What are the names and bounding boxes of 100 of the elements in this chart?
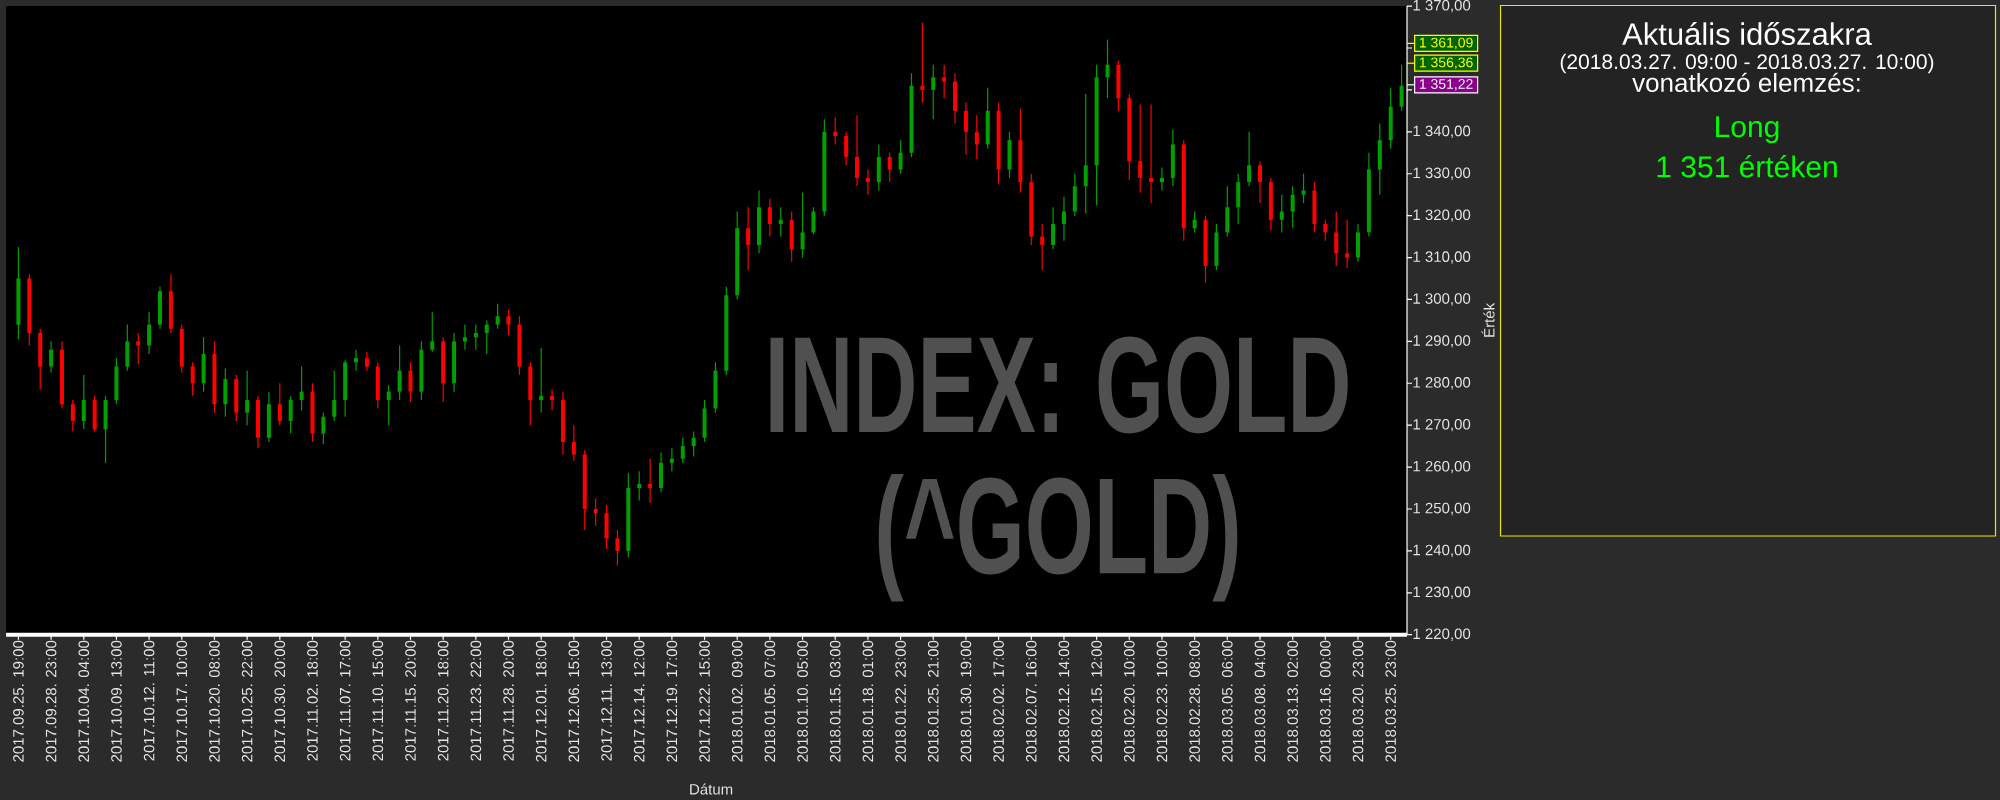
- x-tick-label: 2017.12.01. 18:00: [535, 640, 547, 762]
- candlestick: [1366, 152, 1371, 238]
- x-tick-label: 2018.02.07. 16:00: [1025, 640, 1037, 762]
- candlestick: [354, 349, 359, 372]
- candlestick: [16, 246, 21, 340]
- candlestick: [909, 72, 914, 158]
- text: INDEX: GOLD (^GOLD): [770, 336, 1348, 602]
- candlestick: [430, 311, 435, 353]
- candlestick: [299, 365, 304, 412]
- candlestick: [996, 101, 1001, 185]
- candlestick: [539, 347, 544, 414]
- x-tick-label: 2017.12.11. 13:00: [601, 640, 612, 761]
- x-tick-label: 2017.11.23. 22:00: [470, 640, 482, 761]
- candlestick: [1192, 210, 1197, 233]
- x-tick-label: 2017.10.17. 10:00: [176, 640, 188, 762]
- x-tick-label: 2017.11.15. 20:00: [405, 640, 416, 761]
- candlestick: [637, 470, 642, 502]
- candlestick: [1399, 64, 1404, 112]
- x-tick-label: 2017.12.22. 15:00: [699, 640, 710, 762]
- candlestick: [953, 72, 958, 125]
- candlestick: [1083, 93, 1088, 215]
- candlestick: [201, 336, 206, 393]
- y-tick-label: 1 280,00: [1413, 377, 1471, 390]
- candlestick: [212, 340, 217, 414]
- candlestick: [168, 273, 173, 334]
- candlestick: [386, 384, 391, 426]
- candlestick: [1257, 160, 1262, 204]
- x-tick-label: 2018.02.12. 14:00: [1058, 640, 1070, 762]
- x-tick-label: 2018.01.25. 21:00: [927, 640, 939, 762]
- candlestick: [49, 340, 54, 374]
- x-tick-label: 2018.03.25. 23:00: [1385, 640, 1396, 762]
- candlestick: [626, 472, 631, 558]
- candlestick: [865, 168, 870, 196]
- candlestick: [528, 361, 533, 426]
- candlestick: [1345, 219, 1350, 269]
- candlestick: [136, 332, 141, 365]
- candlestick: [256, 395, 261, 449]
- candlestick: [985, 87, 990, 150]
- candlestick: [245, 370, 250, 426]
- y-tick-label: 1 230,00: [1413, 586, 1471, 599]
- candlestick: [1247, 131, 1252, 187]
- candlestick: [560, 391, 565, 456]
- x-tick-label: 2017.11.07. 17:00: [339, 640, 351, 761]
- candlestick: [931, 64, 936, 120]
- x-tick-label: 2017.11.28. 20:00: [503, 640, 514, 761]
- candlestick: [713, 361, 718, 414]
- x-tick-label: 2018.02.20. 10:00: [1123, 640, 1135, 762]
- x-tick-label: 2018.01.15. 03:00: [829, 640, 841, 762]
- candlestick: [452, 332, 457, 393]
- y-tick-label: 1 340,00: [1413, 125, 1471, 139]
- candlestick: [277, 382, 282, 426]
- candlestick: [179, 323, 184, 374]
- text: Long: [1716, 116, 1779, 144]
- x-tick-label: 2017.09.25. 19:00: [13, 640, 24, 762]
- candlestick: [757, 189, 762, 254]
- candlestick: [1356, 223, 1361, 263]
- x-tick-label: 2018.03.20. 23:00: [1352, 640, 1364, 762]
- candlestick: [266, 391, 271, 443]
- x-tick-label: 2018.03.08. 04:00: [1254, 640, 1266, 762]
- candlestick: [1105, 39, 1110, 99]
- candlestick: [1116, 59, 1121, 112]
- candlestick: [702, 399, 707, 443]
- candlestick: [833, 116, 838, 145]
- candlestick: [125, 323, 130, 372]
- candlestick: [604, 504, 609, 550]
- x-tick-label: 2018.03.16. 00:00: [1320, 640, 1331, 762]
- candlestick: [767, 198, 772, 238]
- candlestick: [1225, 185, 1230, 238]
- y-tick-label: 1 370,00: [1413, 0, 1471, 13]
- candlestick: [147, 311, 152, 355]
- x-tick-label: 2017.12.06. 15:00: [568, 640, 580, 762]
- candlestick: [1127, 93, 1132, 181]
- candlestick: [1007, 131, 1012, 179]
- candlestick: [1334, 210, 1339, 267]
- candlestick: [1170, 129, 1175, 187]
- candlestick: [648, 458, 653, 504]
- candlestick: [746, 206, 751, 271]
- candlestick: [876, 143, 881, 192]
- candlestick: [92, 395, 97, 433]
- candlestick: [321, 412, 326, 445]
- candlestick: [550, 388, 555, 412]
- candlestick: [822, 118, 827, 217]
- candlestick: [441, 336, 446, 403]
- candlestick: [669, 447, 674, 472]
- x-axis-title: Dátum: [690, 783, 733, 795]
- candlestick: [735, 210, 740, 301]
- candlestick: [1061, 196, 1066, 242]
- candlestick: [855, 114, 860, 187]
- candlestick: [114, 357, 119, 405]
- text: 1 356,36: [1419, 57, 1473, 69]
- candlestick: [1072, 173, 1077, 217]
- candlestick: [1388, 87, 1393, 150]
- candlestick: [898, 139, 903, 175]
- candlestick: [571, 424, 576, 462]
- y-tick-label: 1 260,00: [1413, 460, 1471, 474]
- x-tick-label: 2017.12.19. 17:00: [666, 640, 678, 762]
- y-axis-title: Érték: [1481, 302, 1495, 337]
- candlestick: [1279, 194, 1284, 233]
- candlestick: [27, 273, 32, 347]
- candlestick: [680, 437, 685, 464]
